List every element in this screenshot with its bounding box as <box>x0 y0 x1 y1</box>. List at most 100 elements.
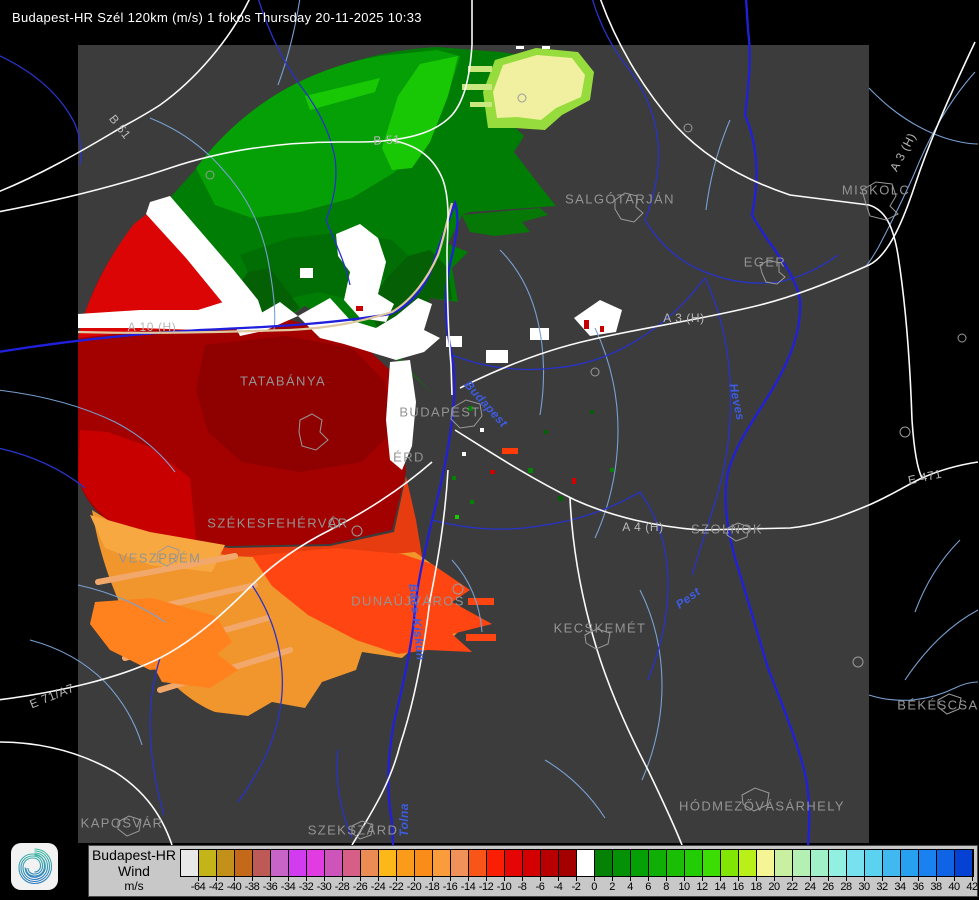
legend-tick-label: 20 <box>768 881 780 893</box>
legend-tick-label: 10 <box>678 881 690 893</box>
legend-tick-label: -26 <box>352 881 368 893</box>
legend-tick-label: 14 <box>714 881 726 893</box>
legend-cell <box>271 850 289 876</box>
legend-tick-label: 36 <box>912 881 924 893</box>
legend-tick <box>216 875 217 881</box>
legend-tick <box>828 875 829 881</box>
storm-spiral-logo <box>11 843 58 890</box>
legend-cell <box>901 850 919 876</box>
legend-tick-label: -6 <box>535 881 545 893</box>
legend-tick-label: 22 <box>786 881 798 893</box>
legend-tick-label: -30 <box>316 881 332 893</box>
legend-cell <box>631 850 649 876</box>
legend-cell <box>541 850 559 876</box>
legend-tick <box>630 875 631 881</box>
city-label: HÓDMEZŐVÁSÁRHELY <box>679 798 845 814</box>
legend-tick <box>396 875 397 881</box>
legend-tick <box>486 875 487 881</box>
river-lines <box>0 0 979 845</box>
legend-cell <box>325 850 343 876</box>
legend-tick-label: -2 <box>571 881 581 893</box>
legend-tick-label: -34 <box>280 881 296 893</box>
legend-cell <box>667 850 685 876</box>
legend-tick <box>900 875 901 881</box>
legend-tick <box>504 875 505 881</box>
legend-tick <box>234 875 235 881</box>
storm-spiral-icon <box>11 843 58 890</box>
legend-tick <box>936 875 937 881</box>
legend-tick-label: 0 <box>591 881 597 893</box>
legend-tick <box>306 875 307 881</box>
legend-quantity: Wind <box>118 863 150 879</box>
legend-tick <box>702 875 703 881</box>
legend-color-bar <box>180 849 974 877</box>
city-label: MISKOLC <box>841 182 911 198</box>
legend-cell <box>847 850 865 876</box>
legend-tick <box>270 875 271 881</box>
legend-cell <box>199 850 217 876</box>
legend-cell <box>811 850 829 876</box>
legend-tick-label: 8 <box>663 881 669 893</box>
legend-cell <box>865 850 883 876</box>
city-label: ÉRD <box>393 449 425 465</box>
legend-tick-label: -10 <box>496 881 512 893</box>
city-label: SALGÓTARJÁN <box>565 191 675 207</box>
color-scale-legend: Budapest-HR Wind m/s -64 -42 -40 -38 -36 -34-… <box>88 845 978 897</box>
legend-unit: m/s <box>124 879 144 893</box>
legend-tick-label: 24 <box>804 881 816 893</box>
legend-tick <box>648 875 649 881</box>
legend-cell <box>775 850 793 876</box>
clutter-specks <box>452 406 614 519</box>
legend-tick-label: 12 <box>696 881 708 893</box>
legend-tick-label: -28 <box>334 881 350 893</box>
legend-tick <box>540 875 541 881</box>
radar-map: SALGÓTARJÁN MISKOLC EGER TATABÁNYA BUDAPEST É… <box>0 0 979 845</box>
legend-cell <box>487 850 505 876</box>
legend-tick-label: -8 <box>517 881 527 893</box>
legend-tick <box>954 875 955 881</box>
river-label: Tolna <box>397 803 411 837</box>
city-label: KAPOSVÁR <box>80 815 164 831</box>
city-label: BUDAPEST <box>399 404 481 420</box>
legend-cell <box>883 850 901 876</box>
legend-cell <box>379 850 397 876</box>
legend-tick <box>378 875 379 881</box>
legend-cell <box>361 850 379 876</box>
legend-tick-label: 28 <box>840 881 852 893</box>
legend-tick-label: 30 <box>858 881 870 893</box>
legend-tick <box>522 875 523 881</box>
legend-tick <box>774 875 775 881</box>
legend-cell <box>703 850 721 876</box>
legend-cell <box>685 850 703 876</box>
city-label: VESZPRÉM <box>118 550 202 566</box>
legend-cell <box>469 850 487 876</box>
legend-source: Budapest-HR <box>91 847 177 863</box>
legend-tick-label: 16 <box>732 881 744 893</box>
legend-cell <box>577 850 595 876</box>
legend-tick-label: -16 <box>442 881 458 893</box>
legend-tick-label: 34 <box>894 881 906 893</box>
legend-tick <box>342 875 343 881</box>
legend-tick <box>288 875 289 881</box>
legend-cell <box>757 850 775 876</box>
legend-cell <box>433 850 451 876</box>
legend-tick <box>468 875 469 881</box>
legend-tick-label: -22 <box>388 881 404 893</box>
legend-tick-label: 18 <box>750 881 762 893</box>
legend-tick-label: -20 <box>406 881 422 893</box>
legend-cell <box>649 850 667 876</box>
legend-cell <box>919 850 937 876</box>
legend-tick <box>432 875 433 881</box>
legend-cell <box>235 850 253 876</box>
legend-tick-label: -18 <box>424 881 440 893</box>
legend-tick-label: -36 <box>262 881 278 893</box>
legend-tick <box>252 875 253 881</box>
legend-tick <box>684 875 685 881</box>
legend-tick <box>792 875 793 881</box>
legend-tick-label: -32 <box>298 881 314 893</box>
legend-cell <box>595 850 613 876</box>
legend-cell <box>343 850 361 876</box>
legend-tick <box>846 875 847 881</box>
legend-tick <box>558 875 559 881</box>
legend-tick-label: 42 <box>966 881 978 893</box>
